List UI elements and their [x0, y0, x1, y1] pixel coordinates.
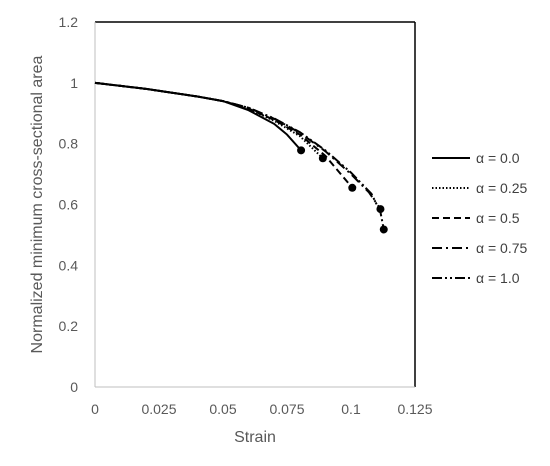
x-tick-labels: 0 0.025 0.05 0.075 0.1 0.125 — [91, 401, 433, 417]
series-layer — [94, 81, 385, 230]
series-line-3 — [94, 81, 382, 210]
x-axis-title: Strain — [234, 429, 276, 446]
end-marker-3 — [376, 205, 385, 214]
legend: α = 0.0 α = 0.25 α = 0.5 α = 0.75 α = 1.0 — [432, 150, 528, 286]
x-tick-label: 0.025 — [141, 401, 176, 417]
series-line-4 — [94, 81, 385, 230]
y-tick-label: 1 — [70, 75, 78, 91]
y-tick-label: 0 — [70, 379, 78, 395]
x-tick-label: 0.05 — [209, 401, 236, 417]
legend-label-4: α = 1.0 — [476, 270, 520, 286]
x-tick-label: 0.125 — [397, 401, 432, 417]
end-markers — [297, 146, 388, 234]
legend-label-2: α = 0.5 — [476, 210, 520, 226]
end-marker-2 — [348, 183, 357, 192]
y-tick-label: 0.4 — [59, 257, 79, 273]
series-line-1 — [94, 81, 324, 159]
x-tick-label: 0.1 — [341, 401, 361, 417]
y-tick-label: 0.6 — [59, 197, 79, 213]
x-tick-label: 0.075 — [269, 401, 304, 417]
y-tick-label: 1.2 — [59, 14, 79, 30]
plot-frame — [94, 21, 416, 388]
x-tick-label: 0 — [91, 401, 99, 417]
end-marker-0 — [297, 146, 306, 155]
end-marker-4 — [379, 225, 388, 234]
legend-label-3: α = 0.75 — [476, 240, 528, 256]
y-tick-label: 0.2 — [59, 318, 79, 334]
end-marker-1 — [318, 154, 327, 163]
legend-label-1: α = 0.25 — [476, 180, 528, 196]
series-line-2 — [94, 81, 354, 189]
y-tick-labels: 0 0.2 0.4 0.6 0.8 1 1.2 — [59, 14, 79, 395]
y-tick-label: 0.8 — [59, 136, 79, 152]
y-axis-title: Normalized minimum cross-sectional area — [29, 55, 46, 353]
legend-label-0: α = 0.0 — [476, 150, 520, 166]
